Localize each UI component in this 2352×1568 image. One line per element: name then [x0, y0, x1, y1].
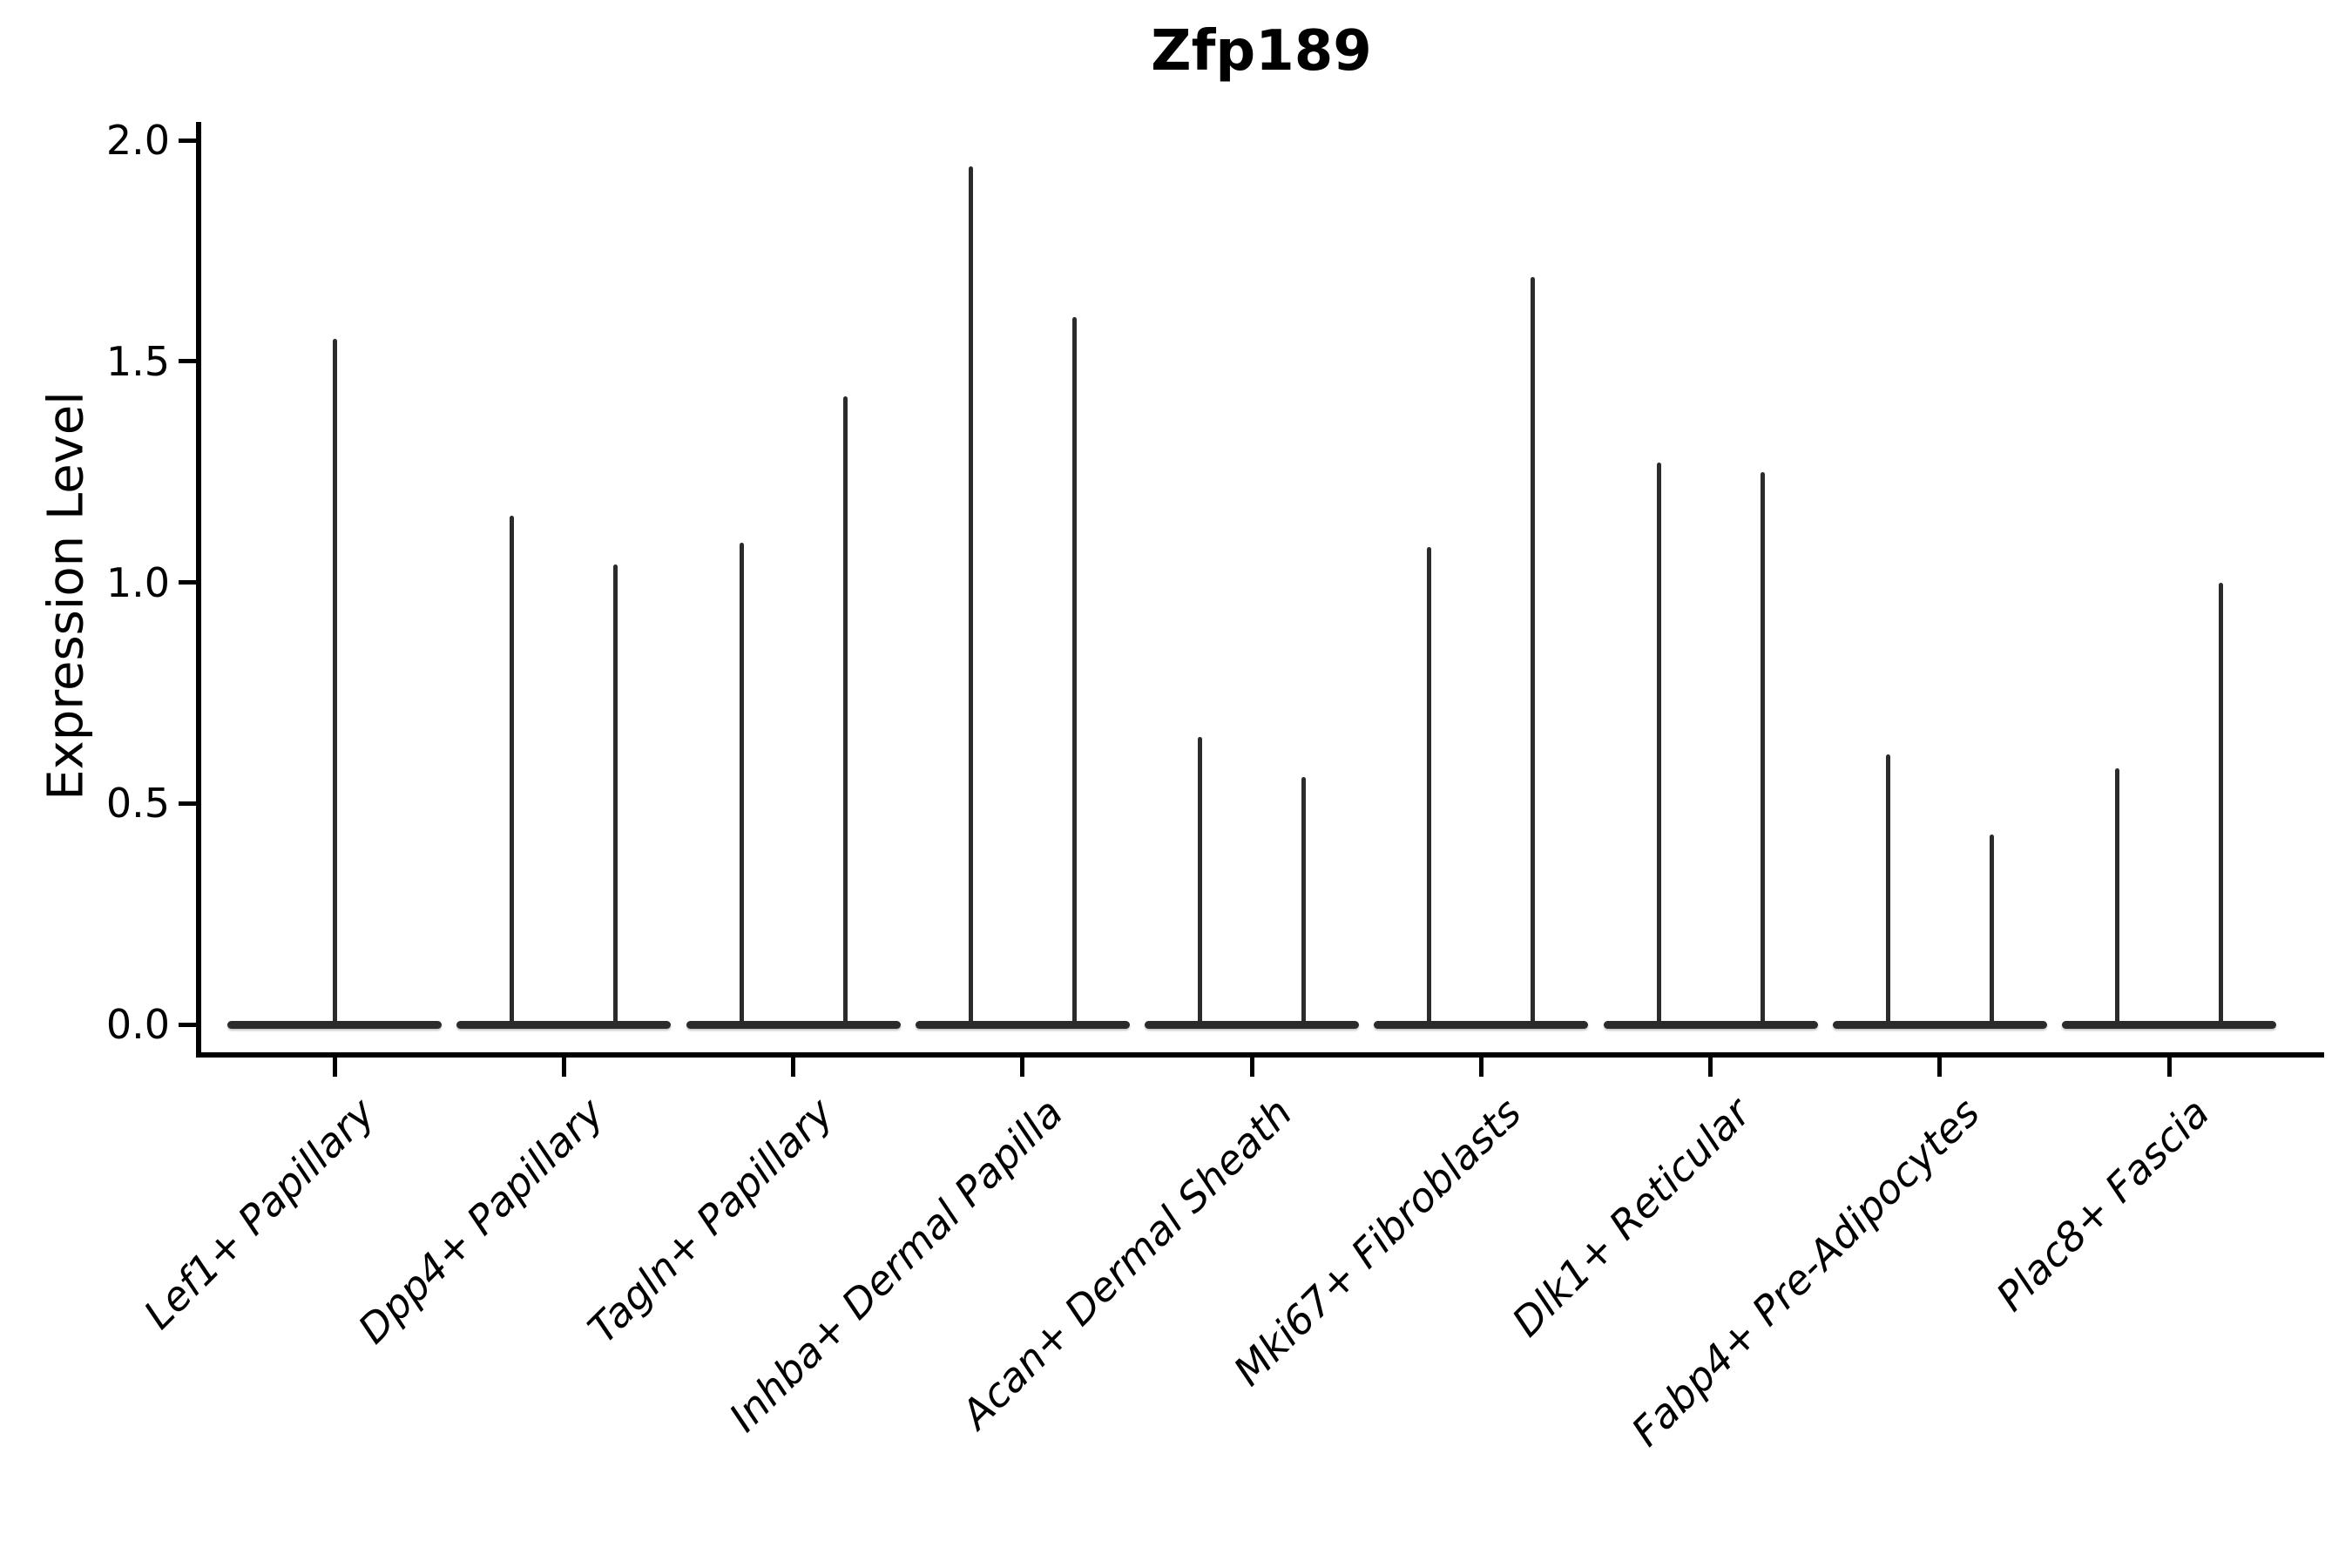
y-tick-label: 2.0	[105, 117, 170, 164]
y-tick-label: 1.0	[105, 558, 170, 606]
violin-base	[2062, 1020, 2276, 1029]
x-tick-label-7: Dlk1+ Reticular	[1503, 1089, 1760, 1346]
violin-spike	[739, 542, 744, 1028]
violin-spike	[510, 516, 515, 1028]
violin-spike	[332, 339, 337, 1028]
violin-spike	[1427, 546, 1432, 1028]
y-tick-mark	[179, 138, 196, 143]
x-tick-mark	[2166, 1058, 2172, 1077]
violin-spike	[1301, 776, 1306, 1028]
y-tick-label: 1.5	[105, 337, 170, 385]
chart-title: Zfp189	[1151, 19, 1372, 84]
violin-spike	[968, 166, 973, 1028]
violin-base	[1374, 1020, 1589, 1029]
x-tick-label-2: Dpp4+ Papillary	[348, 1089, 613, 1353]
x-axis-spine	[196, 1052, 2324, 1058]
y-axis-spine	[196, 122, 201, 1058]
violin-base	[1145, 1020, 1359, 1029]
x-tick-mark	[1708, 1058, 1713, 1077]
violin-base	[686, 1020, 901, 1029]
x-tick-mark	[332, 1058, 337, 1077]
violin-spike	[1198, 737, 1202, 1028]
violin-spike	[613, 564, 618, 1028]
violin-base	[915, 1020, 1130, 1029]
violin-spike	[1760, 471, 1765, 1028]
y-tick-mark	[179, 801, 196, 806]
x-tick-label-9: Plac8+ Fascia	[1986, 1089, 2219, 1321]
violin-spike	[842, 396, 848, 1028]
y-tick-label: 0.0	[105, 1001, 170, 1048]
violin-spike	[1656, 463, 1661, 1028]
x-tick-label-3: Tagln+ Papillary	[578, 1089, 842, 1353]
violin-spike	[1531, 277, 1536, 1028]
violin-spike	[2115, 767, 2119, 1028]
violin-spike	[1885, 754, 1890, 1028]
violin-spike	[1989, 834, 1994, 1028]
y-tick-mark	[179, 1022, 196, 1027]
violin-spike	[2219, 582, 2223, 1028]
x-tick-mark	[561, 1058, 566, 1077]
y-tick-mark	[179, 359, 196, 364]
x-tick-mark	[1478, 1058, 1484, 1077]
x-tick-mark	[791, 1058, 795, 1077]
x-tick-mark	[1937, 1058, 1943, 1077]
violin-spike	[1071, 317, 1077, 1028]
x-tick-label-1: Lef1+ Papillary	[134, 1089, 384, 1338]
x-tick-mark	[1249, 1058, 1254, 1077]
violin-base	[456, 1020, 672, 1029]
x-tick-mark	[1020, 1058, 1025, 1077]
y-tick-label: 0.5	[105, 780, 170, 828]
violin-base	[1832, 1020, 2047, 1029]
y-tick-mark	[179, 580, 196, 585]
violin-base	[1603, 1020, 1818, 1029]
